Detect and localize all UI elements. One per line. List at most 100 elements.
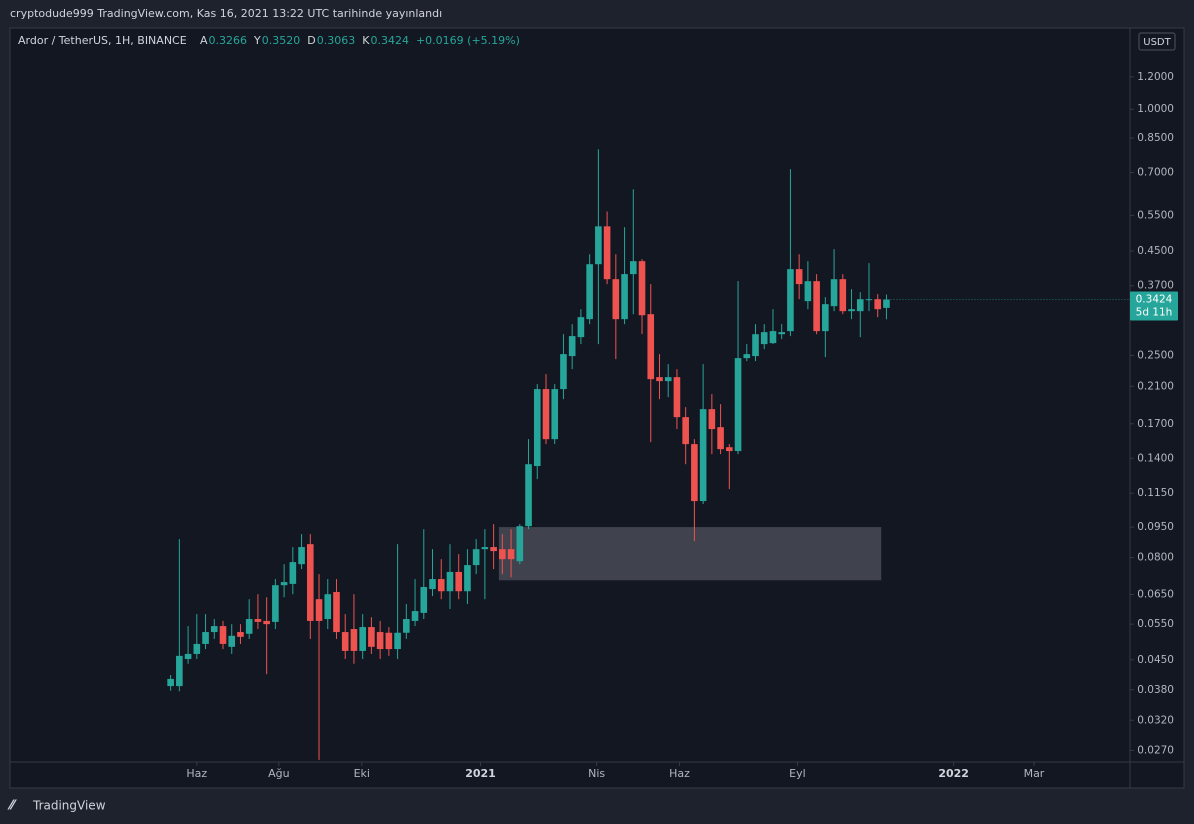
candle-body	[839, 279, 847, 312]
y-tick-label: 0.2100	[1137, 380, 1174, 392]
y-tick-label: 0.7000	[1137, 167, 1174, 179]
candle-body	[560, 354, 567, 390]
x-tick-label: Haz	[186, 767, 207, 780]
y-tick-label: 1.0000	[1137, 103, 1174, 115]
legend-key: D	[307, 34, 315, 47]
x-tick-label: Haz	[669, 767, 690, 780]
candle-body	[769, 331, 777, 344]
candle-body	[638, 261, 646, 316]
candle-body	[464, 565, 471, 592]
candle-body	[603, 226, 611, 280]
brand-logo: ⁄⁄	[7, 799, 17, 814]
candle-body	[516, 526, 524, 562]
candle-body	[752, 334, 759, 357]
candle-body	[490, 547, 497, 552]
candle-body	[822, 304, 829, 332]
x-tick-label: Eyl	[789, 767, 806, 780]
candle-body	[691, 444, 698, 502]
y-tick-label: 0.0650	[1137, 588, 1174, 600]
candle-body	[184, 653, 192, 659]
candle-body	[472, 549, 480, 566]
candle-body	[699, 409, 707, 502]
legend-key: K	[362, 34, 370, 47]
candle-body	[324, 594, 332, 620]
legend-value: 0.3063	[317, 34, 356, 47]
candle-body	[848, 309, 855, 312]
x-tick-label: Nis	[588, 767, 605, 780]
y-tick-label: 0.1700	[1137, 418, 1174, 430]
y-tick-label: 0.8500	[1137, 132, 1174, 144]
candle-body	[673, 377, 681, 418]
candle-body	[394, 632, 401, 650]
currency-label[interactable]: USDT	[1143, 37, 1171, 48]
candle-body	[612, 279, 620, 320]
candle-body	[341, 632, 349, 651]
candle-body	[865, 299, 873, 301]
currency-button[interactable]	[1138, 32, 1176, 51]
legend-value: 0.3266	[209, 34, 248, 47]
candle-body	[804, 281, 812, 302]
candle-body	[647, 314, 655, 380]
candle-body	[446, 571, 454, 592]
candle-body	[743, 354, 751, 359]
y-tick-label: 0.5500	[1137, 209, 1174, 221]
y-tick-label: 0.0450	[1137, 654, 1174, 666]
candle-body	[586, 264, 593, 320]
candle-body	[507, 549, 515, 560]
last-price-box	[1130, 291, 1178, 321]
candle-body	[568, 336, 576, 357]
candle-body	[263, 620, 270, 625]
candle-body	[542, 389, 550, 440]
legend-key: Y	[253, 34, 261, 47]
candle-body	[708, 409, 716, 430]
candle-body	[481, 547, 489, 550]
candle-body	[272, 585, 279, 622]
candle-body	[499, 549, 506, 560]
candle-body	[219, 626, 227, 644]
candle-body	[883, 299, 890, 308]
x-tick-label: 2021	[465, 767, 496, 780]
candle-body	[359, 627, 366, 651]
candle-body	[376, 632, 384, 650]
published-note: cryptodude999 TradingView.com, Kas 16, 2…	[10, 7, 442, 20]
candle-body	[734, 358, 742, 452]
candle-body	[874, 299, 882, 310]
candle-body	[455, 571, 462, 592]
candle-body	[403, 619, 410, 633]
legend-change: +0.0169 (+5.19%)	[416, 34, 520, 47]
candle-body	[717, 427, 724, 450]
y-tick-label: 1.2000	[1137, 71, 1174, 83]
candle-body	[813, 281, 820, 332]
y-tick-label: 0.0550	[1137, 618, 1174, 630]
candle-body	[202, 632, 209, 644]
candle-body	[621, 274, 628, 320]
countdown: 5d 11h	[1136, 306, 1173, 318]
chart-frame	[9, 27, 1185, 789]
candle-body	[629, 261, 637, 275]
candle-body	[210, 626, 218, 633]
last-price-label: 0.3424	[1136, 293, 1173, 305]
price-zone	[498, 527, 882, 581]
candle-body	[368, 627, 375, 647]
candle-body	[787, 269, 794, 332]
candle-body	[420, 586, 428, 613]
candle-body	[385, 632, 393, 650]
candle-body	[577, 317, 585, 338]
candle-body	[551, 389, 559, 440]
y-tick-label: 0.0320	[1137, 714, 1174, 726]
y-tick-label: 0.1400	[1137, 452, 1174, 464]
candle-body	[306, 544, 314, 621]
candle-body	[760, 332, 768, 345]
candle-body	[167, 678, 174, 687]
legend-key: A	[200, 34, 208, 47]
candle-body	[830, 279, 838, 307]
candle-body	[533, 389, 541, 467]
candle-body	[682, 417, 689, 445]
y-tick-label: 0.0270	[1137, 744, 1174, 756]
legend-value: 0.3424	[370, 34, 409, 47]
x-tick-label: 2022	[938, 767, 969, 780]
y-tick-label: 0.3700	[1137, 280, 1174, 292]
plot	[167, 149, 890, 760]
x-tick-label: Ağu	[268, 767, 289, 780]
candle-body	[280, 582, 288, 586]
